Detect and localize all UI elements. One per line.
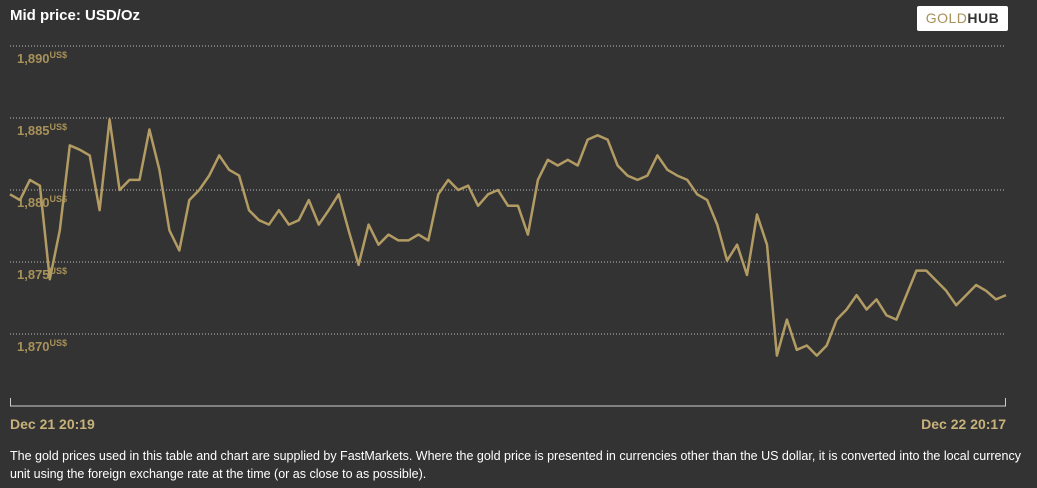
logo-hub: HUB [967, 10, 1000, 26]
y-tick-unit: US$ [50, 122, 68, 132]
chart-title: Mid price: USD/Oz [10, 7, 141, 24]
y-tick-label: 1,885US$ [17, 122, 67, 138]
y-tick-value: 1,870 [17, 339, 50, 354]
y-tick-unit: US$ [50, 194, 68, 204]
y-tick-unit: US$ [50, 266, 68, 276]
logo[interactable]: GOLDHUB [917, 6, 1008, 31]
footnote: The gold prices used in this table and c… [10, 449, 1021, 481]
chart: 1,870US$1,875US$1,880US$1,885US$1,890US$… [9, 45, 1007, 432]
price-line [9, 118, 1007, 357]
y-tick-unit: US$ [50, 50, 68, 60]
y-tick-label: 1,875US$ [17, 266, 67, 282]
y-tick-value: 1,890 [17, 51, 50, 66]
y-tick-value: 1,885 [17, 123, 50, 138]
logo-gold: GOLD [925, 10, 968, 26]
y-tick-label: 1,890US$ [17, 50, 67, 66]
y-tick-label: 1,870US$ [17, 338, 67, 354]
y-tick-value: 1,875 [17, 267, 50, 282]
x-tick-label: Dec 22 20:17 [921, 416, 1006, 432]
x-tick-label: Dec 21 20:19 [10, 416, 95, 432]
y-tick-unit: US$ [50, 338, 68, 348]
